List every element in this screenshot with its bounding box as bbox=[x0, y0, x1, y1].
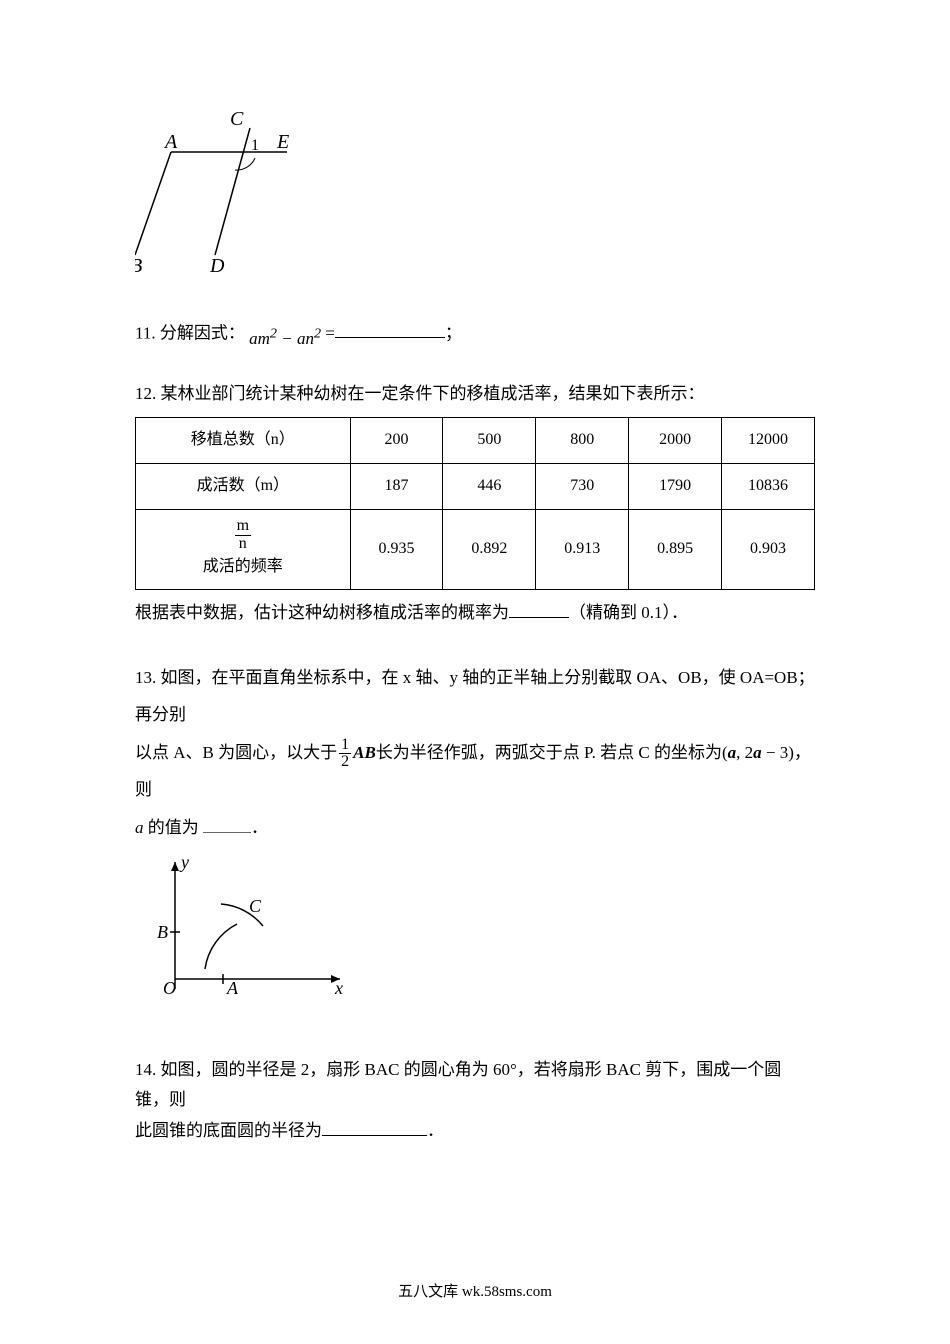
q14-blank bbox=[322, 1119, 427, 1136]
q10-label-C: C bbox=[230, 110, 244, 130]
q12-r2-v2: 446 bbox=[443, 464, 536, 510]
q11-expr: am2 − an2 bbox=[249, 329, 325, 348]
q14-label: 14. bbox=[135, 1060, 156, 1079]
q12-r2-v4: 1790 bbox=[629, 464, 722, 510]
q13-label-y: y bbox=[179, 854, 189, 872]
q12-r3-v1: 0.935 bbox=[350, 510, 443, 590]
q13-coord-a: a bbox=[728, 743, 737, 762]
q12-r3-frac-den: n bbox=[235, 536, 251, 553]
q12-r1-label: 移植总数（n） bbox=[136, 418, 351, 464]
q13-frac: 12 bbox=[339, 737, 351, 772]
q13-figure: O A B C x y bbox=[145, 854, 815, 1025]
q13-coord-a2: a bbox=[753, 743, 762, 762]
q12-blank bbox=[509, 601, 569, 618]
q10-figure: A B C D E 1 bbox=[135, 110, 815, 286]
q13-line1: 如图，在平面直角坐标系中，在 x 轴、y 轴的正半轴上分别截取 OA、OB，使 … bbox=[135, 668, 815, 724]
q12-table: 移植总数（n） 200 500 800 2000 12000 成活数（m） 18… bbox=[135, 417, 815, 590]
q10-label-angle1: 1 bbox=[251, 137, 259, 154]
q12-lead: 某林业部门统计某种幼树在一定条件下的移植成活率，结果如下表所示： bbox=[161, 384, 705, 403]
q12-r2-v1: 187 bbox=[350, 464, 443, 510]
q13-label-O: O bbox=[163, 978, 176, 998]
q13-line3a: a bbox=[135, 818, 144, 837]
q11: 11. 分解因式： am2 − an2 = ； bbox=[135, 316, 815, 349]
q12-tail-before: 根据表中数据，估计这种幼树移植成活率的概率为 bbox=[135, 603, 509, 622]
q13-blank bbox=[203, 816, 251, 833]
q14-text2-after: ． bbox=[427, 1121, 444, 1140]
q12-r3-label-prefix: 成活的频率 bbox=[203, 558, 283, 575]
q12-r2-v5: 10836 bbox=[722, 464, 815, 510]
q13-label-x: x bbox=[334, 978, 343, 998]
q12-r3-v3: 0.913 bbox=[536, 510, 629, 590]
q13-label: 13. bbox=[135, 668, 156, 687]
q12-tail-after: （精确到 0.1）． bbox=[569, 603, 688, 622]
q10-label-B: B bbox=[135, 255, 142, 275]
q12-r2-v3: 730 bbox=[536, 464, 629, 510]
q12-label: 12. bbox=[135, 384, 156, 403]
q12-r1-v2: 500 bbox=[443, 418, 536, 464]
q13-line3b: 的值为 bbox=[144, 818, 204, 837]
q12-r3-frac-num: m bbox=[235, 518, 251, 536]
q11-tail: ； bbox=[445, 323, 462, 342]
q12-r1-v4: 2000 bbox=[629, 418, 722, 464]
q12-tail: 根据表中数据，估计这种幼树移植成活率的概率为 （精确到 0.1）． bbox=[135, 598, 815, 629]
q12-r3-v4: 0.895 bbox=[629, 510, 722, 590]
q12-r2-label: 成活数（m） bbox=[136, 464, 351, 510]
q12: 12. 某林业部门统计某种幼树在一定条件下的移植成活率，结果如下表所示： bbox=[135, 379, 815, 410]
q13-line2a: 以点 A、B 为圆心，以大于 bbox=[135, 743, 337, 762]
table-row: m n 成活的频率 0.935 0.892 0.913 0.895 0.903 bbox=[136, 510, 815, 590]
page-footer: 五八文库 wk.58sms.com bbox=[0, 1279, 950, 1306]
q12-r1-v1: 200 bbox=[350, 418, 443, 464]
q14-text: 如图，圆的半径是 2，扇形 BAC 的圆心角为 60°，若将扇形 BAC 剪下，… bbox=[135, 1060, 781, 1110]
q13: 13. 如图，在平面直角坐标系中，在 x 轴、y 轴的正半轴上分别截取 OA、O… bbox=[135, 659, 815, 846]
table-row: 成活数（m） 187 446 730 1790 10836 bbox=[136, 464, 815, 510]
q13-frac-den: 2 bbox=[339, 754, 351, 771]
q14-text2-before: 此圆锥的底面圆的半径为 bbox=[135, 1121, 322, 1140]
q10-diagram-svg: A B C D E 1 bbox=[135, 110, 295, 275]
q12-r3-v5: 0.903 bbox=[722, 510, 815, 590]
q11-label: 11. bbox=[135, 323, 156, 342]
q13-label-B: B bbox=[157, 922, 168, 942]
footer-text: 五八文库 wk.58sms.com bbox=[398, 1284, 552, 1300]
q10-label-D: D bbox=[209, 255, 225, 275]
q13-line2c: 长为半径作弧，两弧交于点 P. 若点 C 的坐标为( bbox=[376, 743, 728, 762]
q11-blank bbox=[335, 321, 445, 338]
q13-label-C: C bbox=[249, 896, 262, 916]
q13-coord-tail: − 3) bbox=[762, 743, 794, 762]
q13-diagram-svg: O A B C x y bbox=[145, 854, 355, 1014]
q13-AB: AB bbox=[353, 743, 376, 762]
q12-r1-v5: 12000 bbox=[722, 418, 815, 464]
table-row: 移植总数（n） 200 500 800 2000 12000 bbox=[136, 418, 815, 464]
q12-r1-v3: 800 bbox=[536, 418, 629, 464]
q10-label-E: E bbox=[276, 131, 289, 153]
q11-equals: = bbox=[325, 323, 335, 342]
q10-label-A: A bbox=[163, 131, 178, 153]
q12-r3-label: m n 成活的频率 bbox=[136, 510, 351, 590]
q14: 14. 如图，圆的半径是 2，扇形 BAC 的圆心角为 60°，若将扇形 BAC… bbox=[135, 1055, 815, 1147]
q11-text-before: 分解因式： bbox=[160, 323, 245, 342]
q12-r3-frac: m n bbox=[235, 518, 251, 553]
q13-label-A: A bbox=[226, 978, 239, 998]
q13-frac-num: 1 bbox=[339, 737, 351, 755]
q13-coord-mid: , 2 bbox=[736, 743, 753, 762]
q13-line3c: ． bbox=[251, 818, 268, 837]
q12-r3-v2: 0.892 bbox=[443, 510, 536, 590]
